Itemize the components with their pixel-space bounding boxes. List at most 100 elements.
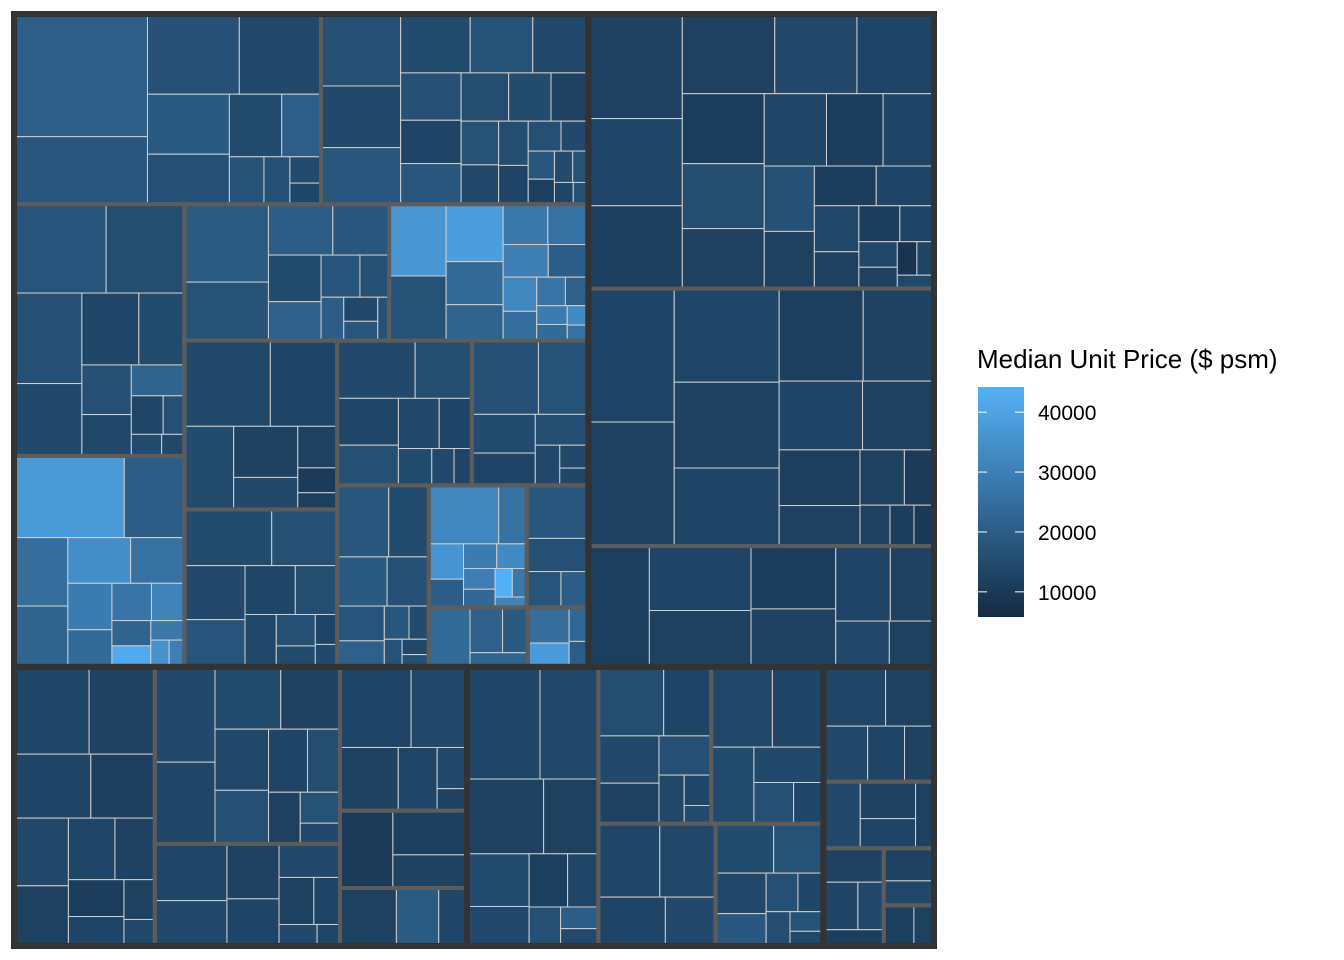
treemap-leaf xyxy=(336,484,390,558)
treemap-leaf xyxy=(526,537,589,573)
treemap-leaf xyxy=(534,413,589,446)
treemap-leaf xyxy=(899,205,935,243)
treemap-leaf xyxy=(553,181,574,205)
treemap-leaf xyxy=(336,340,416,399)
treemap-leaf xyxy=(13,537,69,607)
treemap-leaf xyxy=(238,13,322,95)
treemap-leaf xyxy=(13,666,90,755)
legend-tick-label: 10000 xyxy=(1038,582,1096,605)
treemap-leaf xyxy=(280,666,341,730)
treemap-leaf xyxy=(536,323,568,342)
treemap-leaf xyxy=(320,85,402,149)
treemap-leaf xyxy=(90,753,156,819)
treemap-leaf xyxy=(67,537,132,584)
treemap-leaf xyxy=(130,537,185,584)
treemap-leaf xyxy=(813,205,860,253)
treemap-leaf xyxy=(388,484,430,558)
treemap-leaf xyxy=(183,565,246,621)
treemap-leaf xyxy=(822,781,861,849)
treemap-leaf xyxy=(138,292,185,366)
treemap-leaf xyxy=(320,147,402,205)
treemap-leaf xyxy=(339,887,397,947)
treemap-leaf xyxy=(683,774,712,806)
treemap-leaf xyxy=(498,484,528,545)
treemap-leaf xyxy=(903,449,935,506)
treemap-leaf xyxy=(715,872,767,915)
treemap-leaf xyxy=(502,606,529,654)
color-legend: Median Unit Price ($ psm) 10000 20000 3000… xyxy=(977,344,1278,617)
treemap-leaf xyxy=(336,605,385,642)
treemap-leaf xyxy=(183,203,269,283)
treemap-leaf xyxy=(471,413,536,454)
treemap-leaf xyxy=(888,620,935,668)
treemap-leaf xyxy=(547,203,589,246)
treemap-leaf xyxy=(913,904,935,947)
treemap-leaf xyxy=(496,543,528,569)
treemap-leaf xyxy=(150,639,170,668)
treemap-leaf xyxy=(587,421,675,547)
treemap-leaf xyxy=(278,843,341,878)
treemap-leaf xyxy=(778,505,861,547)
treemap-leaf xyxy=(267,203,334,256)
treemap-leaf xyxy=(822,666,887,727)
treemap-leaf xyxy=(183,340,271,427)
treemap-leaf xyxy=(13,455,125,539)
treemap-leaf xyxy=(587,13,683,120)
treemap-leaf xyxy=(438,397,473,450)
treemap-leaf xyxy=(388,203,447,277)
treemap-leaf xyxy=(765,872,799,913)
treemap-leaf xyxy=(299,791,341,824)
treemap-leaf xyxy=(383,638,403,668)
treemap-leaf xyxy=(123,918,156,947)
treemap-leaf xyxy=(867,725,906,783)
treemap-leaf xyxy=(445,261,504,306)
treemap-leaf xyxy=(856,13,935,95)
treemap-leaf xyxy=(469,13,534,74)
treemap-leaf xyxy=(105,203,185,294)
treemap-leaf xyxy=(146,93,230,155)
treemap-leaf xyxy=(715,823,775,874)
treemap-leaf xyxy=(111,582,152,622)
treemap-leaf xyxy=(13,13,148,138)
treemap-leaf xyxy=(263,156,291,205)
treemap-leaf xyxy=(316,923,341,947)
treemap-leaf xyxy=(664,896,717,947)
treemap-leaf xyxy=(859,818,917,849)
treemap-leaf xyxy=(889,504,915,547)
treemap-leaf xyxy=(681,163,765,230)
treemap-leaf xyxy=(778,288,864,382)
treemap-leaf xyxy=(858,266,898,290)
treemap-leaf xyxy=(81,292,140,366)
treemap-leaf xyxy=(566,305,589,326)
treemap-leaf xyxy=(388,275,447,342)
legend-colorbar xyxy=(978,387,1024,617)
treemap-leaf xyxy=(336,556,388,607)
treemap-leaf xyxy=(502,310,538,342)
legend-tick-label: 40000 xyxy=(1038,402,1096,425)
treemap-leaf xyxy=(494,567,513,598)
treemap-leaf xyxy=(336,444,399,486)
treemap-leaf xyxy=(508,72,552,122)
treemap-leaf xyxy=(431,448,455,486)
treemap-leaf xyxy=(875,165,935,207)
treemap-leaf xyxy=(297,425,338,469)
treemap-leaf xyxy=(527,150,555,180)
treemap-leaf xyxy=(862,288,935,382)
treemap-leaf xyxy=(267,301,322,342)
treemap-leaf xyxy=(913,504,935,547)
treemap-leaf xyxy=(154,666,216,763)
legend-ticks: 10000 20000 30000 40000 xyxy=(978,402,1096,605)
treemap-leaf xyxy=(130,395,164,435)
treemap-leaf xyxy=(428,543,465,580)
treemap-leaf xyxy=(320,254,361,298)
treemap-leaf xyxy=(681,228,765,290)
treemap-leaf xyxy=(797,872,824,913)
treemap-leaf xyxy=(471,340,539,415)
treemap-leaf xyxy=(13,383,83,457)
treemap-leaf xyxy=(883,880,935,906)
treemap-leaf xyxy=(314,643,338,668)
treemap-leaf xyxy=(498,120,529,166)
treemap-leaf xyxy=(88,666,156,755)
treemap-leaf xyxy=(386,556,430,607)
treemap-leaf xyxy=(400,163,462,205)
